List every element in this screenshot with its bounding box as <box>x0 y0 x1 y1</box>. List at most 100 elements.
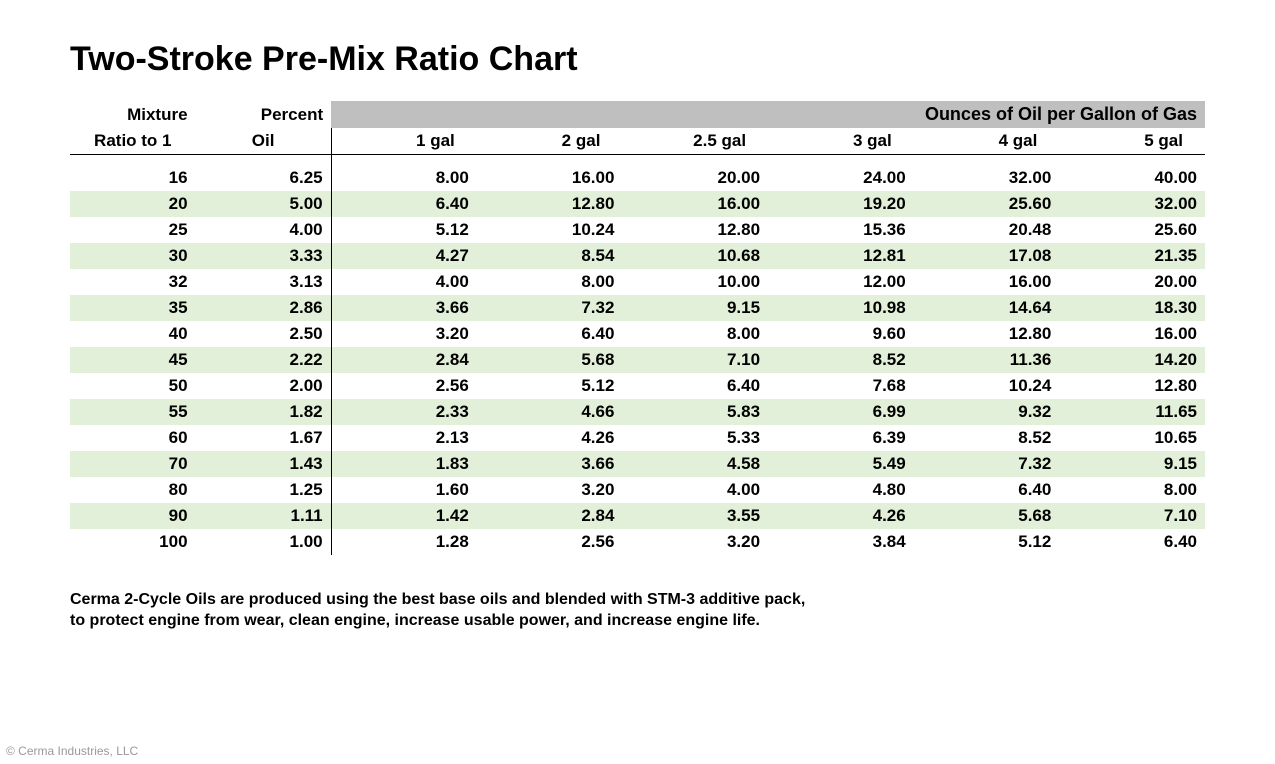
col-header-mixture: Mixture <box>70 101 196 128</box>
cell-gallon: 7.68 <box>768 373 914 399</box>
cell-ratio: 20 <box>70 191 196 217</box>
cell-gallon: 3.84 <box>768 529 914 555</box>
table-row: 801.251.603.204.004.806.408.00 <box>70 477 1205 503</box>
table-row: 402.503.206.408.009.6012.8016.00 <box>70 321 1205 347</box>
cell-ratio: 70 <box>70 451 196 477</box>
footnote-line-1: Cerma 2-Cycle Oils are produced using th… <box>70 591 805 608</box>
cell-gallon: 2.84 <box>477 503 623 529</box>
table-row: 205.006.4012.8016.0019.2025.6032.00 <box>70 191 1205 217</box>
table-row: 323.134.008.0010.0012.0016.0020.00 <box>70 269 1205 295</box>
cell-gallon: 2.84 <box>331 347 477 373</box>
cell-ratio: 16 <box>70 165 196 191</box>
table-row: 701.431.833.664.585.497.329.15 <box>70 451 1205 477</box>
col-header-gal-2: 2 gal <box>477 128 623 155</box>
cell-percent-oil: 1.43 <box>196 451 332 477</box>
cell-gallon: 16.00 <box>914 269 1060 295</box>
cell-gallon: 3.55 <box>622 503 768 529</box>
cell-gallon: 5.49 <box>768 451 914 477</box>
cell-gallon: 5.12 <box>331 217 477 243</box>
cell-percent-oil: 1.11 <box>196 503 332 529</box>
cell-gallon: 2.56 <box>477 529 623 555</box>
cell-gallon: 6.99 <box>768 399 914 425</box>
cell-gallon: 40.00 <box>1059 165 1205 191</box>
cell-gallon: 12.81 <box>768 243 914 269</box>
cell-gallon: 8.52 <box>768 347 914 373</box>
cell-ratio: 80 <box>70 477 196 503</box>
cell-percent-oil: 2.50 <box>196 321 332 347</box>
cell-gallon: 6.40 <box>622 373 768 399</box>
cell-gallon: 8.52 <box>914 425 1060 451</box>
cell-gallon: 11.36 <box>914 347 1060 373</box>
cell-percent-oil: 3.33 <box>196 243 332 269</box>
cell-ratio: 55 <box>70 399 196 425</box>
copyright: © Cerma Industries, LLC <box>6 744 138 758</box>
cell-gallon: 20.00 <box>622 165 768 191</box>
cell-percent-oil: 2.00 <box>196 373 332 399</box>
cell-gallon: 5.12 <box>914 529 1060 555</box>
cell-gallon: 4.66 <box>477 399 623 425</box>
cell-ratio: 40 <box>70 321 196 347</box>
cell-gallon: 7.32 <box>914 451 1060 477</box>
cell-gallon: 20.00 <box>1059 269 1205 295</box>
cell-gallon: 1.28 <box>331 529 477 555</box>
cell-gallon: 20.48 <box>914 217 1060 243</box>
cell-ratio: 35 <box>70 295 196 321</box>
cell-gallon: 10.24 <box>477 217 623 243</box>
cell-gallon: 7.10 <box>1059 503 1205 529</box>
table-row: 166.258.0016.0020.0024.0032.0040.00 <box>70 165 1205 191</box>
cell-gallon: 3.20 <box>331 321 477 347</box>
table-row: 551.822.334.665.836.999.3211.65 <box>70 399 1205 425</box>
cell-gallon: 1.42 <box>331 503 477 529</box>
cell-gallon: 9.15 <box>622 295 768 321</box>
cell-percent-oil: 2.22 <box>196 347 332 373</box>
cell-gallon: 14.64 <box>914 295 1060 321</box>
table-row: 601.672.134.265.336.398.5210.65 <box>70 425 1205 451</box>
cell-ratio: 50 <box>70 373 196 399</box>
cell-gallon: 3.66 <box>331 295 477 321</box>
cell-gallon: 7.32 <box>477 295 623 321</box>
cell-percent-oil: 4.00 <box>196 217 332 243</box>
cell-gallon: 6.40 <box>914 477 1060 503</box>
cell-gallon: 16.00 <box>477 165 623 191</box>
cell-gallon: 3.66 <box>477 451 623 477</box>
cell-percent-oil: 1.67 <box>196 425 332 451</box>
cell-gallon: 1.83 <box>331 451 477 477</box>
cell-ratio: 60 <box>70 425 196 451</box>
cell-gallon: 16.00 <box>1059 321 1205 347</box>
cell-gallon: 10.24 <box>914 373 1060 399</box>
cell-gallon: 6.40 <box>331 191 477 217</box>
cell-ratio: 90 <box>70 503 196 529</box>
page: Two-Stroke Pre-Mix Ratio Chart Mixture P… <box>0 0 1275 764</box>
cell-gallon: 5.68 <box>914 503 1060 529</box>
cell-gallon: 5.33 <box>622 425 768 451</box>
cell-gallon: 14.20 <box>1059 347 1205 373</box>
cell-gallon: 9.32 <box>914 399 1060 425</box>
cell-ratio: 30 <box>70 243 196 269</box>
cell-gallon: 19.20 <box>768 191 914 217</box>
footnote: Cerma 2-Cycle Oils are produced using th… <box>70 589 1205 632</box>
ratio-table: Mixture Percent Ounces of Oil per Gallon… <box>70 101 1205 555</box>
page-title: Two-Stroke Pre-Mix Ratio Chart <box>70 40 1205 79</box>
table-row: 352.863.667.329.1510.9814.6418.30 <box>70 295 1205 321</box>
cell-gallon: 6.40 <box>1059 529 1205 555</box>
cell-gallon: 4.58 <box>622 451 768 477</box>
cell-gallon: 12.80 <box>477 191 623 217</box>
cell-gallon: 5.68 <box>477 347 623 373</box>
cell-gallon: 32.00 <box>1059 191 1205 217</box>
cell-gallon: 12.80 <box>1059 373 1205 399</box>
cell-gallon: 6.40 <box>477 321 623 347</box>
cell-gallon: 32.00 <box>914 165 1060 191</box>
cell-gallon: 17.08 <box>914 243 1060 269</box>
cell-gallon: 12.80 <box>622 217 768 243</box>
cell-ratio: 100 <box>70 529 196 555</box>
cell-ratio: 25 <box>70 217 196 243</box>
cell-gallon: 4.27 <box>331 243 477 269</box>
cell-gallon: 9.15 <box>1059 451 1205 477</box>
cell-percent-oil: 6.25 <box>196 165 332 191</box>
cell-gallon: 8.00 <box>477 269 623 295</box>
table-row: 254.005.1210.2412.8015.3620.4825.60 <box>70 217 1205 243</box>
footnote-line-2: to protect engine from wear, clean engin… <box>70 612 760 629</box>
cell-percent-oil: 5.00 <box>196 191 332 217</box>
col-header-oil: Oil <box>196 128 332 155</box>
cell-percent-oil: 1.00 <box>196 529 332 555</box>
